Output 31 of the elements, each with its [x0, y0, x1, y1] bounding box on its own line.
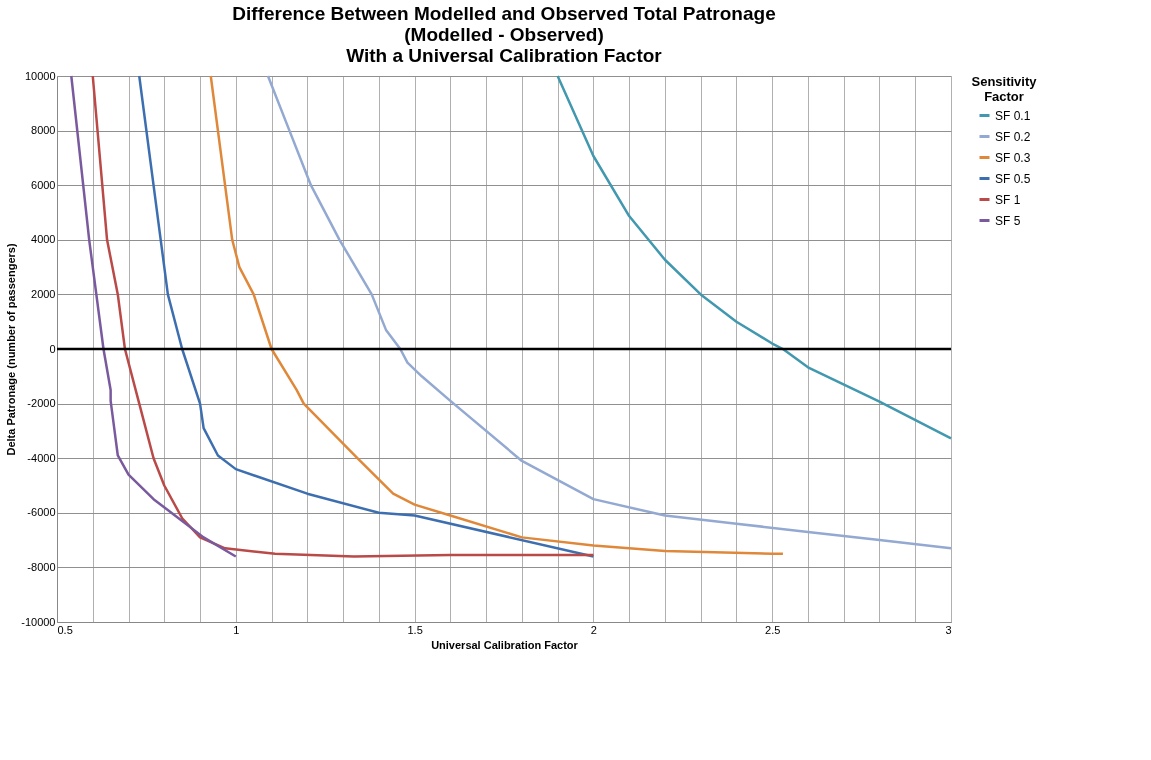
line-series	[209, 74, 785, 555]
y-tick-label: -6000	[27, 506, 56, 519]
y-tick-label: 8000	[31, 124, 56, 137]
x-tick-label: 1	[233, 623, 240, 636]
x-tick-label: 2	[590, 623, 597, 636]
legend-label: SF 0.5	[995, 171, 1031, 186]
line-series	[266, 74, 953, 550]
x-tick-label: 2.5	[765, 623, 781, 636]
y-tick-label: -2000	[27, 397, 56, 410]
legend-label: SF 0.3	[995, 150, 1031, 165]
y-axis-title: Delta Patronage (number of passengers)	[5, 243, 18, 456]
x-axis-title: Universal Calibration Factor	[431, 638, 579, 651]
y-tick-label: 2000	[31, 287, 56, 300]
x-tick-label: 0.5	[57, 623, 73, 636]
y-tick-label: 4000	[31, 233, 56, 246]
chart-title: Difference Between Modelled and Observed Total Patronage (Modelled - Observed) With a Universal Calibration Factor	[232, 3, 776, 66]
y-tick-label: -10000	[21, 615, 56, 628]
y-tick-label: -4000	[27, 451, 56, 464]
legend-label: SF 0.1	[995, 108, 1031, 123]
x-tick-label: 1.5	[407, 623, 423, 636]
legend-label: SF 5	[995, 213, 1021, 228]
line-series	[556, 74, 953, 440]
y-tick-label: 10000	[24, 69, 56, 82]
x-tick-label: 3	[945, 623, 952, 636]
y-tick-label: -8000	[27, 560, 56, 573]
y-tick-label: 6000	[31, 178, 56, 191]
legend-label: SF 0.2	[995, 129, 1031, 144]
y-tick-label: 0	[49, 342, 56, 355]
legend-label: SF 1	[995, 192, 1021, 207]
legend-title: Sensitivity Factor	[971, 74, 1038, 104]
line-series	[70, 74, 238, 558]
